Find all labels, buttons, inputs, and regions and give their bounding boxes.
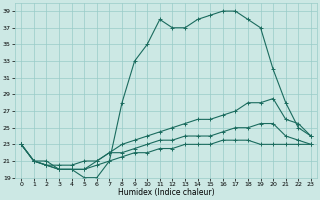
X-axis label: Humidex (Indice chaleur): Humidex (Indice chaleur) <box>118 188 214 197</box>
